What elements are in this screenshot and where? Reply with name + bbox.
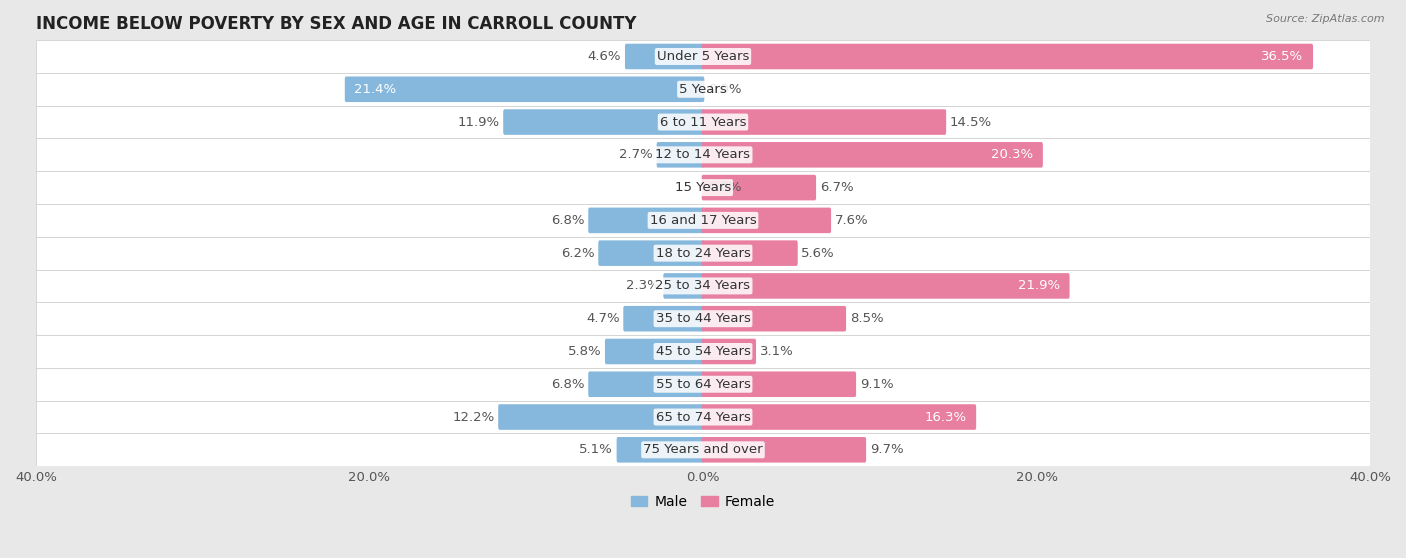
Bar bbox=[37, 237, 1369, 270]
Text: 7.6%: 7.6% bbox=[835, 214, 869, 227]
Text: 35 to 44 Years: 35 to 44 Years bbox=[655, 312, 751, 325]
Text: 21.9%: 21.9% bbox=[1018, 280, 1060, 292]
Text: 15 Years: 15 Years bbox=[675, 181, 731, 194]
Bar bbox=[37, 335, 1369, 368]
FancyBboxPatch shape bbox=[702, 372, 856, 397]
FancyBboxPatch shape bbox=[702, 142, 1043, 167]
Text: 9.7%: 9.7% bbox=[870, 443, 904, 456]
Text: Source: ZipAtlas.com: Source: ZipAtlas.com bbox=[1267, 14, 1385, 24]
Bar bbox=[37, 204, 1369, 237]
FancyBboxPatch shape bbox=[702, 404, 976, 430]
Text: 0.0%: 0.0% bbox=[709, 83, 741, 96]
Legend: Male, Female: Male, Female bbox=[626, 489, 780, 514]
Text: 16.3%: 16.3% bbox=[924, 411, 966, 424]
Bar bbox=[37, 138, 1369, 171]
Text: 55 to 64 Years: 55 to 64 Years bbox=[655, 378, 751, 391]
Text: 36.5%: 36.5% bbox=[1261, 50, 1303, 63]
Text: 6 to 11 Years: 6 to 11 Years bbox=[659, 116, 747, 128]
Text: 9.1%: 9.1% bbox=[859, 378, 893, 391]
Text: 6.8%: 6.8% bbox=[551, 378, 585, 391]
FancyBboxPatch shape bbox=[657, 142, 704, 167]
FancyBboxPatch shape bbox=[344, 76, 704, 102]
Text: 6.8%: 6.8% bbox=[551, 214, 585, 227]
Text: 14.5%: 14.5% bbox=[950, 116, 993, 128]
Text: 5.6%: 5.6% bbox=[801, 247, 835, 259]
Text: 20.3%: 20.3% bbox=[991, 148, 1033, 161]
Text: 2.7%: 2.7% bbox=[619, 148, 652, 161]
Text: 6.7%: 6.7% bbox=[820, 181, 853, 194]
FancyBboxPatch shape bbox=[588, 208, 704, 233]
FancyBboxPatch shape bbox=[702, 273, 1070, 299]
Text: INCOME BELOW POVERTY BY SEX AND AGE IN CARROLL COUNTY: INCOME BELOW POVERTY BY SEX AND AGE IN C… bbox=[37, 15, 637, 33]
FancyBboxPatch shape bbox=[588, 372, 704, 397]
Text: 75 Years and over: 75 Years and over bbox=[643, 443, 763, 456]
Text: 5.8%: 5.8% bbox=[568, 345, 602, 358]
Text: 3.1%: 3.1% bbox=[759, 345, 793, 358]
FancyBboxPatch shape bbox=[623, 306, 704, 331]
Text: 16 and 17 Years: 16 and 17 Years bbox=[650, 214, 756, 227]
Text: 5.1%: 5.1% bbox=[579, 443, 613, 456]
FancyBboxPatch shape bbox=[503, 109, 704, 135]
FancyBboxPatch shape bbox=[498, 404, 704, 430]
Text: 21.4%: 21.4% bbox=[354, 83, 396, 96]
Bar bbox=[37, 171, 1369, 204]
Text: 4.7%: 4.7% bbox=[586, 312, 620, 325]
Text: 25 to 34 Years: 25 to 34 Years bbox=[655, 280, 751, 292]
Text: 12 to 14 Years: 12 to 14 Years bbox=[655, 148, 751, 161]
Bar bbox=[37, 105, 1369, 138]
Text: 0.0%: 0.0% bbox=[709, 181, 741, 194]
FancyBboxPatch shape bbox=[664, 273, 704, 299]
Bar bbox=[37, 368, 1369, 401]
FancyBboxPatch shape bbox=[605, 339, 704, 364]
Text: 18 to 24 Years: 18 to 24 Years bbox=[655, 247, 751, 259]
FancyBboxPatch shape bbox=[702, 44, 1313, 69]
Text: 11.9%: 11.9% bbox=[457, 116, 499, 128]
Text: 6.2%: 6.2% bbox=[561, 247, 595, 259]
Bar bbox=[37, 270, 1369, 302]
FancyBboxPatch shape bbox=[617, 437, 704, 463]
FancyBboxPatch shape bbox=[624, 44, 704, 69]
Text: 2.3%: 2.3% bbox=[626, 280, 659, 292]
Bar bbox=[37, 40, 1369, 73]
FancyBboxPatch shape bbox=[702, 240, 797, 266]
Text: 4.6%: 4.6% bbox=[588, 50, 621, 63]
FancyBboxPatch shape bbox=[702, 306, 846, 331]
Bar bbox=[37, 401, 1369, 434]
Text: 8.5%: 8.5% bbox=[849, 312, 883, 325]
Text: Under 5 Years: Under 5 Years bbox=[657, 50, 749, 63]
FancyBboxPatch shape bbox=[599, 240, 704, 266]
FancyBboxPatch shape bbox=[702, 109, 946, 135]
Text: 12.2%: 12.2% bbox=[453, 411, 495, 424]
Bar bbox=[37, 434, 1369, 466]
Bar bbox=[37, 302, 1369, 335]
Text: 5 Years: 5 Years bbox=[679, 83, 727, 96]
FancyBboxPatch shape bbox=[702, 175, 815, 200]
FancyBboxPatch shape bbox=[702, 208, 831, 233]
Text: 45 to 54 Years: 45 to 54 Years bbox=[655, 345, 751, 358]
FancyBboxPatch shape bbox=[702, 339, 756, 364]
Text: 65 to 74 Years: 65 to 74 Years bbox=[655, 411, 751, 424]
Bar bbox=[37, 73, 1369, 105]
FancyBboxPatch shape bbox=[702, 437, 866, 463]
